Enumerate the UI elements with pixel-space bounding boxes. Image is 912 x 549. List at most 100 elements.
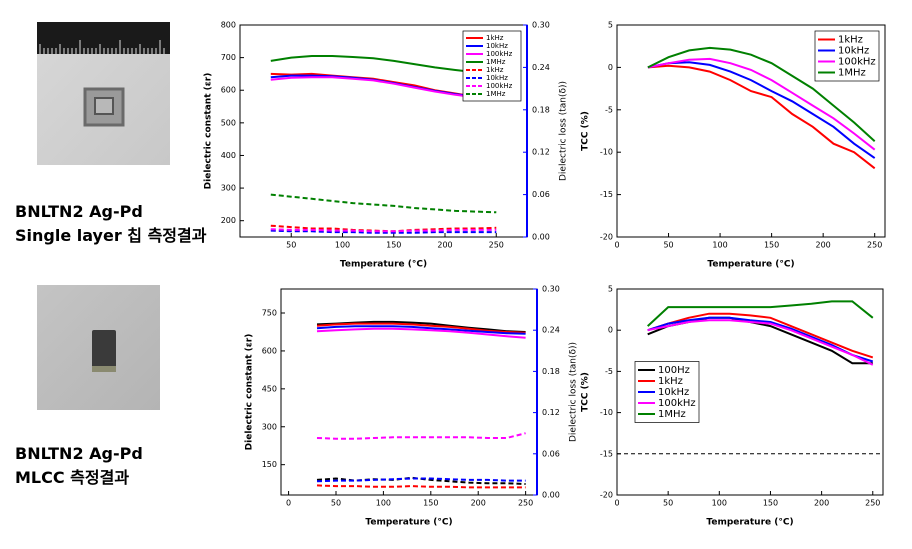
legend-label: 100kHz — [486, 50, 513, 58]
series-line — [270, 76, 497, 100]
y-tick-label: 150 — [262, 460, 277, 469]
series-line — [647, 57, 876, 151]
y-tick-label: 500 — [221, 118, 236, 127]
series-line — [270, 193, 497, 214]
y-axis-label: Dielectric constant (εr) — [245, 334, 255, 451]
y-tick-label: 750 — [262, 309, 277, 318]
caption: MLCC 측정결과 — [15, 468, 129, 487]
plot-frame — [616, 288, 884, 496]
series-line — [316, 325, 526, 335]
legend-label: 100Hz — [658, 365, 690, 376]
legend-label: 10kHz — [658, 387, 689, 398]
x-tick-label: 50 — [331, 499, 341, 508]
y-tick-label: 700 — [221, 53, 236, 62]
y-tick-label: 300 — [262, 422, 277, 431]
legend-label: 1MHz — [486, 90, 506, 98]
series-line — [647, 312, 874, 359]
y-tick-label: -10 — [600, 408, 613, 417]
x-tick-label: 150 — [763, 499, 778, 508]
plot-frame — [616, 24, 886, 238]
y2-axis-label: Dielectric loss (tan(δ)) — [559, 81, 569, 181]
series-line — [316, 432, 526, 440]
caption: BNLTN2 Ag-Pd — [15, 202, 143, 221]
x-tick-label: 150 — [386, 241, 401, 250]
series-line — [647, 316, 874, 363]
y-tick-label: -15 — [600, 449, 613, 458]
y2-tick-label: 0.30 — [542, 285, 560, 294]
legend-label: 1kHz — [486, 34, 504, 42]
y-tick-label: -5 — [605, 105, 613, 114]
legend-label: 100kHz — [838, 57, 876, 68]
x-axis-label: Temperature (°C) — [707, 260, 794, 270]
legend-label: 1kHz — [838, 35, 863, 46]
x-tick-label: 50 — [663, 241, 673, 250]
series-line — [647, 61, 876, 159]
y2-tick-label: 0.24 — [542, 326, 560, 335]
x-axis-label: Temperature (°C) — [340, 260, 427, 270]
caption: Single layer 칩 측정결과 — [15, 226, 207, 245]
series-line — [316, 484, 526, 489]
x-tick-label: 100 — [335, 241, 350, 250]
x-tick-label: 200 — [814, 499, 829, 508]
x-tick-label: 250 — [489, 241, 504, 250]
series-line — [316, 322, 526, 334]
x-tick-label: 150 — [423, 499, 438, 508]
y2-tick-label: 0.24 — [532, 63, 550, 72]
legend-label: 1MHz — [838, 68, 866, 79]
legend-label: 10kHz — [838, 46, 869, 57]
legend-box — [462, 30, 522, 102]
y-tick-label: -10 — [600, 148, 613, 157]
series-line — [647, 319, 874, 366]
y2-tick-label: 0.30 — [532, 21, 550, 30]
legend-label: 100kHz — [486, 82, 513, 90]
plot-frame — [280, 288, 538, 496]
y-tick-label: 5 — [608, 285, 613, 294]
x-tick-label: 200 — [437, 241, 452, 250]
x-tick-label: 0 — [614, 241, 619, 250]
caption: BNLTN2 Ag-Pd — [15, 444, 143, 463]
y2-tick-label: 0.12 — [542, 408, 560, 417]
y2-tick-label: 0.00 — [542, 491, 560, 500]
y2-tick-label: 0.06 — [542, 449, 560, 458]
y-tick-label: 400 — [221, 151, 236, 160]
y-axis-label: TCC (%) — [581, 372, 591, 412]
series-line — [647, 64, 876, 170]
y-tick-label: 450 — [262, 384, 277, 393]
x-tick-label: 250 — [865, 499, 880, 508]
x-axis-label: Temperature (°C) — [706, 518, 793, 528]
y2-axis-label: Dielectric loss (tan(δ)) — [569, 342, 579, 442]
x-tick-label: 100 — [376, 499, 391, 508]
series-line — [270, 228, 497, 233]
y-tick-label: 5 — [608, 21, 613, 30]
y-tick-label: 0 — [608, 326, 613, 335]
legend-label: 10kHz — [486, 42, 508, 50]
y2-tick-label: 0.00 — [532, 233, 550, 242]
legend-label: 1MHz — [658, 409, 686, 420]
y-tick-label: 600 — [262, 346, 277, 355]
legend-label: 100kHz — [658, 398, 696, 409]
y2-tick-label: 0.06 — [532, 190, 550, 199]
y-axis-label: TCC (%) — [581, 111, 591, 151]
y-tick-label: -5 — [605, 367, 613, 376]
y-axis-label: Dielectric constant (εr) — [204, 73, 214, 190]
series-line — [647, 300, 874, 327]
legend-label: 1MHz — [486, 58, 506, 66]
series-line — [316, 327, 526, 339]
y2-tick-label: 0.18 — [532, 105, 550, 114]
y2-tick-label: 0.12 — [532, 148, 550, 157]
y-tick-label: -20 — [600, 233, 613, 242]
y-tick-label: 200 — [221, 216, 236, 225]
x-tick-label: 0 — [614, 499, 619, 508]
x-tick-label: 250 — [867, 241, 882, 250]
x-tick-label: 100 — [712, 241, 727, 250]
x-tick-label: 200 — [471, 499, 486, 508]
legend-label: 10kHz — [486, 74, 508, 82]
photo-single-layer — [37, 22, 170, 165]
y-tick-label: -15 — [600, 190, 613, 199]
x-tick-label: 250 — [518, 499, 533, 508]
series-line — [270, 55, 497, 75]
x-tick-label: 0 — [286, 499, 291, 508]
series-line — [316, 477, 526, 483]
y-tick-label: 800 — [221, 21, 236, 30]
